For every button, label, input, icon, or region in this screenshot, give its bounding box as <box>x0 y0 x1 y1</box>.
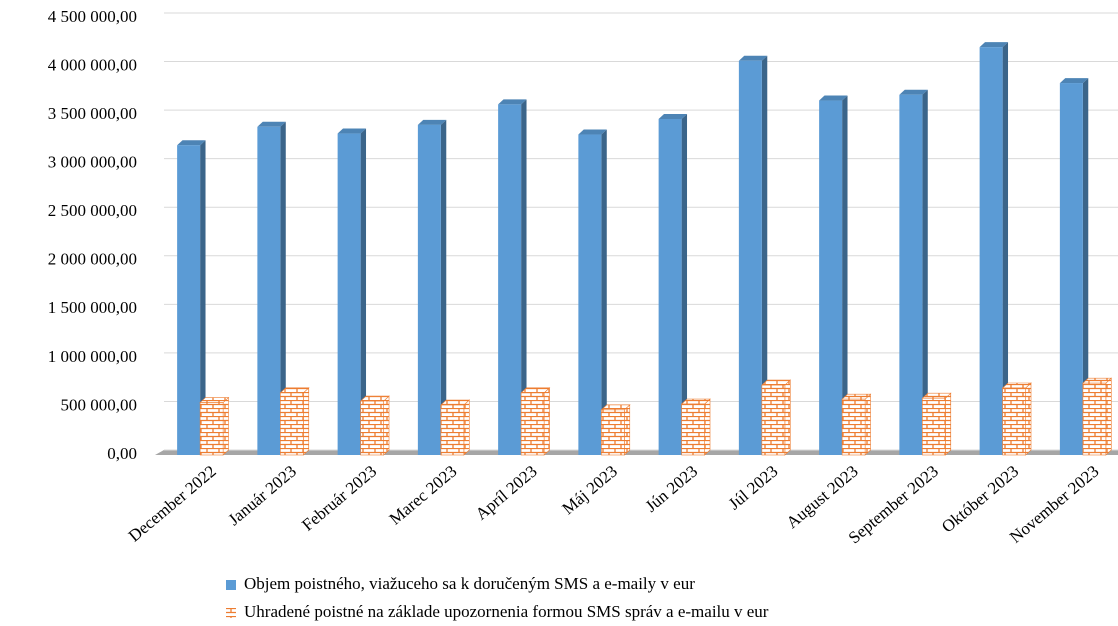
bar <box>1059 83 1083 455</box>
bar <box>280 392 304 456</box>
y-tick-label: 2 000 000,00 <box>48 250 137 269</box>
y-tick-label: 4 500 000,00 <box>48 7 137 26</box>
bar <box>761 384 786 456</box>
bar-side <box>761 55 768 456</box>
bar-top <box>498 99 527 105</box>
bar-top <box>819 95 848 101</box>
y-tick-label: 3 500 000,00 <box>48 104 137 123</box>
bar-side <box>360 128 367 455</box>
x-tick-label: August 2023 <box>783 462 862 533</box>
bar-side <box>922 89 928 456</box>
y-tick-label: 0,00 <box>107 444 137 463</box>
bar <box>360 400 384 456</box>
bar-side <box>463 399 470 456</box>
bar-side <box>383 395 390 456</box>
legend-swatch <box>226 608 236 618</box>
bar-top <box>1082 377 1113 384</box>
bar-side <box>704 398 711 456</box>
bar <box>520 392 545 456</box>
bar <box>601 409 625 456</box>
bar-side <box>521 99 527 455</box>
bar-side <box>303 387 310 456</box>
bar-side <box>784 379 791 456</box>
x-tick-label: Apríl 2023 <box>472 462 541 524</box>
bar <box>1002 387 1026 456</box>
bar-top <box>440 399 471 406</box>
bar-side <box>280 121 286 456</box>
bar-side <box>200 140 206 455</box>
bar-top <box>359 395 390 402</box>
x-tick-label: Jún 2023 <box>642 462 702 516</box>
y-tick-label: 500 000,00 <box>61 395 138 414</box>
y-tick-label: 1 000 000,00 <box>48 347 137 366</box>
bar-top <box>417 119 447 125</box>
bar <box>199 402 224 456</box>
y-tick-label: 4 000 000,00 <box>48 55 137 74</box>
bar <box>658 118 682 456</box>
bar-top <box>257 121 286 127</box>
bar <box>417 124 441 456</box>
floor <box>155 450 1118 455</box>
bar <box>177 145 201 455</box>
bar <box>681 403 705 456</box>
x-tick-label: Január 2023 <box>224 462 300 530</box>
bar <box>498 104 522 455</box>
bar-side <box>601 129 607 456</box>
bar-top <box>979 42 1009 48</box>
bar-side <box>1082 78 1089 455</box>
bar-side <box>222 396 229 456</box>
bar-top <box>761 379 792 386</box>
bar-top <box>658 113 688 119</box>
bar <box>337 133 361 455</box>
bar-top <box>177 140 206 146</box>
bar <box>578 134 602 456</box>
bar-side <box>842 95 848 456</box>
bar-top <box>1001 382 1032 389</box>
legend-label: Objem poistného, viažuceho sa k doručený… <box>244 574 695 593</box>
bar <box>257 126 281 456</box>
bar-top <box>738 55 768 61</box>
bar <box>440 404 465 456</box>
bar-top <box>520 387 551 394</box>
bar-top <box>578 129 607 135</box>
bar-side <box>624 404 631 456</box>
x-tick-label: Júl 2023 <box>725 462 782 514</box>
bar-side <box>681 113 688 456</box>
bar <box>979 47 1003 456</box>
bar-side <box>945 392 952 456</box>
bar <box>841 398 866 456</box>
x-tick-label: Máj 2023 <box>558 462 620 519</box>
legend-label: Uhradené poistné na základe upozornenia … <box>244 602 769 621</box>
bar-top <box>921 392 952 399</box>
bar-side <box>543 387 550 456</box>
y-tick-label: 1 500 000,00 <box>48 298 137 317</box>
bar <box>899 94 923 456</box>
x-tick-label: December 2022 <box>125 462 220 546</box>
legend-swatch <box>226 580 236 590</box>
bar-top <box>279 387 310 394</box>
x-tick-label: Marec 2023 <box>386 462 461 529</box>
x-tick-label: Október 2023 <box>938 462 1022 537</box>
bar-side <box>1105 377 1112 456</box>
y-tick-label: 3 000 000,00 <box>48 153 137 172</box>
bar-top <box>600 404 631 411</box>
bar-top <box>899 89 928 95</box>
bar-top <box>1059 78 1089 84</box>
bar-top <box>337 128 367 134</box>
bar-top <box>680 398 711 405</box>
bar <box>738 60 762 456</box>
bar-side <box>1025 382 1032 456</box>
bar-side <box>440 119 447 456</box>
bar <box>1082 382 1107 456</box>
bar-side <box>864 393 871 456</box>
y-tick-label: 2 500 000,00 <box>48 201 137 220</box>
x-tick-label: Február 2023 <box>298 462 380 535</box>
bar <box>922 397 946 456</box>
bar <box>819 100 843 456</box>
bar-side <box>1002 42 1009 456</box>
bar-top <box>841 393 872 400</box>
bar-top <box>199 397 230 403</box>
